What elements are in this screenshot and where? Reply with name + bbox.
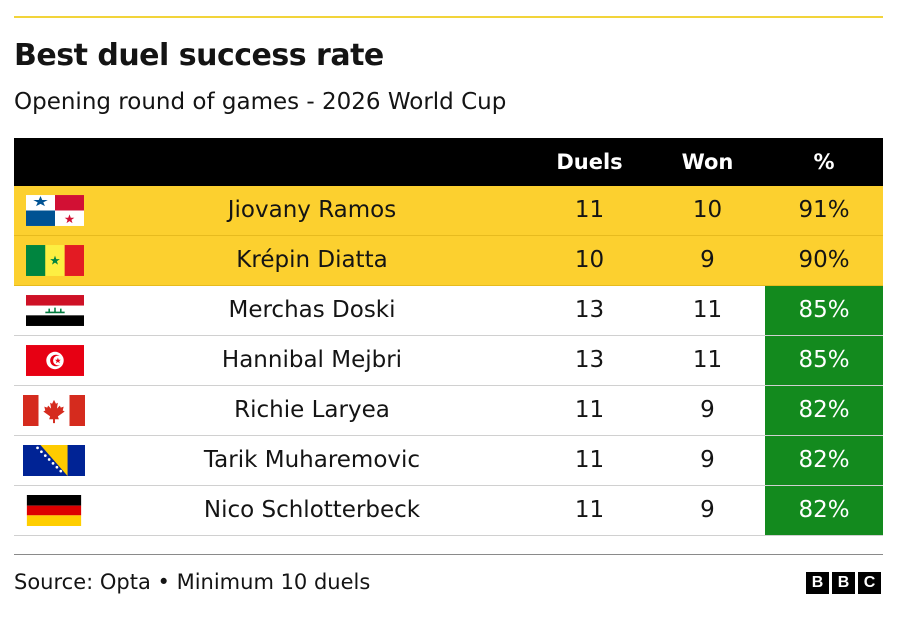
header-percent: %: [813, 150, 835, 174]
table-body: Jiovany Ramos 11 10 91% Krépin Diatta 10 9 90% M…: [14, 186, 883, 536]
percent-value: 90%: [798, 247, 850, 273]
bottom-rule: [14, 554, 883, 555]
table-row: Jiovany Ramos 11 10 91%: [14, 186, 883, 236]
won-value: 10: [692, 197, 723, 223]
table-row: Krépin Diatta 10 9 90%: [14, 236, 883, 286]
won-value: 9: [700, 247, 715, 273]
table-row: Merchas Doski 13 11 85%: [14, 286, 883, 336]
table-header: Duels Won %: [14, 138, 883, 186]
player-name: Merchas Doski: [228, 297, 396, 323]
bbc-logo: B B C: [806, 572, 881, 594]
player-name: Nico Schlotterbeck: [203, 497, 421, 523]
logo-letter: B: [806, 572, 829, 594]
percent-value: 82%: [765, 386, 883, 435]
duels-value: 13: [574, 347, 605, 373]
percent-value: 85%: [765, 286, 883, 335]
duels-value: 11: [574, 447, 605, 473]
percent-value: 85%: [765, 336, 883, 385]
source-note: Source: Opta • Minimum 10 duels: [14, 570, 371, 594]
duels-value: 11: [574, 397, 605, 423]
logo-letter: C: [858, 572, 881, 594]
won-value: 11: [692, 297, 723, 323]
player-name: Hannibal Mejbri: [221, 347, 403, 373]
duels-value: 11: [574, 197, 605, 223]
table-row: Nico Schlotterbeck 11 9 82%: [14, 486, 883, 536]
won-value: 9: [700, 397, 715, 423]
duels-value: 13: [574, 297, 605, 323]
table-row: Richie Laryea 11 9 82%: [14, 386, 883, 436]
top-rule: [14, 16, 883, 18]
player-name: Krépin Diatta: [236, 247, 388, 273]
table-row: Hannibal Mejbri 13 11 85%: [14, 336, 883, 386]
won-value: 9: [700, 447, 715, 473]
chart-subtitle: Opening round of games - 2026 World Cup: [14, 89, 507, 115]
player-name: Jiovany Ramos: [227, 197, 397, 223]
won-value: 9: [700, 497, 715, 523]
player-name: Tarik Muharemovic: [203, 447, 421, 473]
stats-table: Duels Won % Jiovany Ramos 11 10 91% Krépin D…: [14, 138, 883, 536]
won-value: 11: [692, 347, 723, 373]
percent-value: 82%: [765, 486, 883, 535]
header-won: Won: [681, 150, 734, 174]
percent-value: 91%: [798, 197, 850, 223]
percent-value: 82%: [765, 436, 883, 485]
duels-value: 10: [574, 247, 605, 273]
header-duels: Duels: [556, 150, 623, 174]
table-row: Tarik Muharemovic 11 9 82%: [14, 436, 883, 486]
chart-title: Best duel success rate: [14, 38, 384, 73]
player-name: Richie Laryea: [234, 397, 390, 423]
duels-value: 11: [574, 497, 605, 523]
logo-letter: B: [832, 572, 855, 594]
